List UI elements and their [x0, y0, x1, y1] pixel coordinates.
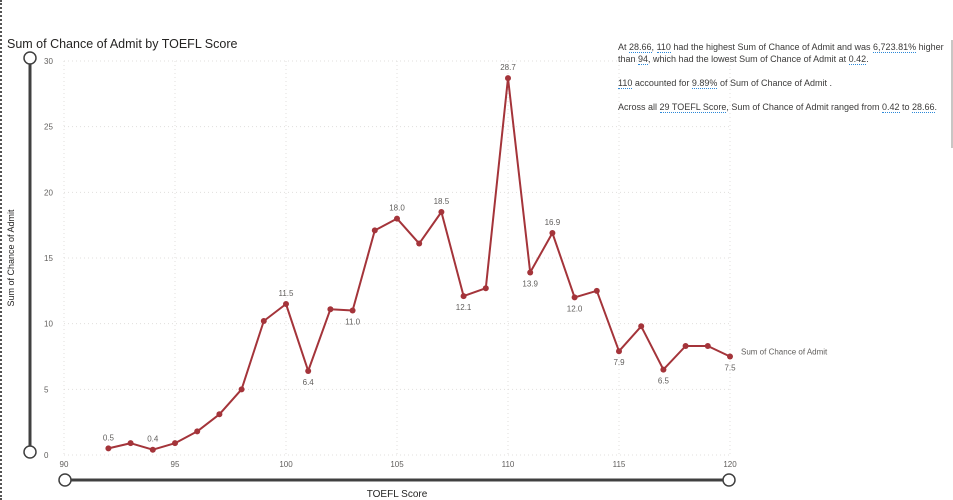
data-point[interactable] [416, 240, 423, 247]
narrative-paragraph-1: At 28.66, 110 had the highest Sum of Cha… [618, 42, 944, 65]
grid-lines [63, 60, 731, 456]
data-point[interactable] [460, 293, 467, 300]
x-axis-ticks: 90 95 100 105 110 115 120 [60, 460, 738, 469]
data-label: 0.4 [147, 435, 159, 444]
data-point[interactable] [727, 353, 733, 360]
narrative-value: 6,723.81% [873, 42, 917, 53]
data-point[interactable] [394, 215, 400, 222]
data-labels: 0.5 0.4 11.5 6.4 11.0 18.0 18.5 12.1 28.7 13.9 16.… [103, 63, 736, 444]
y-tick-label: 15 [44, 254, 53, 263]
narrative-value: 28.66 [912, 102, 935, 113]
data-label: 0.5 [103, 433, 115, 442]
y-zoom-handle-top[interactable] [23, 51, 37, 65]
x-zoom-handle-left[interactable] [58, 473, 72, 487]
narrative-value: 9.89% [691, 78, 718, 89]
y-tick-label: 30 [44, 57, 53, 66]
x-tick-label: 115 [613, 460, 626, 469]
data-label: 11.5 [279, 289, 295, 298]
data-label: 6.5 [658, 377, 670, 386]
data-label: 7.5 [724, 364, 736, 373]
chart-title: Sum of Chance of Admit by TOEFL Score [7, 37, 238, 51]
data-label: 18.0 [389, 204, 405, 213]
data-label: 6.4 [303, 378, 315, 387]
data-label: 28.7 [500, 63, 516, 72]
page-left-border [0, 0, 2, 500]
data-point[interactable] [305, 367, 312, 374]
data-point[interactable] [127, 440, 134, 447]
data-point[interactable] [172, 440, 178, 447]
data-point[interactable] [527, 269, 534, 276]
data-point[interactable] [327, 306, 334, 313]
data-point[interactable] [283, 300, 289, 307]
y-axis-ticks: 0 5 10 15 20 25 30 [44, 57, 53, 460]
data-label: 13.9 [522, 279, 538, 288]
x-zoom-handle-right[interactable] [722, 473, 736, 487]
data-label: 11.0 [345, 318, 361, 327]
data-label: 7.9 [613, 358, 625, 367]
data-point[interactable] [149, 446, 156, 453]
data-point[interactable] [238, 386, 245, 393]
panel-edge [951, 40, 953, 148]
narrative-paragraph-2: 110 accounted for 9.89% of Sum of Chance… [618, 78, 832, 89]
data-point[interactable] [593, 287, 600, 294]
data-point[interactable] [371, 227, 378, 234]
data-label: 12.1 [456, 303, 472, 312]
series-end-label: Sum of Chance of Admit [741, 348, 828, 357]
narrative-value: 94 [638, 54, 649, 65]
x-tick-label: 105 [390, 460, 404, 469]
y-tick-label: 0 [44, 451, 49, 460]
x-tick-label: 90 [60, 460, 69, 469]
data-label: 12.0 [567, 304, 583, 313]
y-tick-label: 5 [44, 385, 49, 394]
data-point[interactable] [105, 445, 112, 452]
y-axis-title: Sum of Chance of Admit [6, 209, 16, 307]
data-point[interactable] [616, 348, 622, 355]
data-label: 16.9 [545, 218, 561, 227]
x-zoom-slider[interactable] [58, 473, 736, 487]
data-point[interactable] [349, 307, 356, 314]
x-tick-label: 120 [723, 460, 737, 469]
narrative-paragraph-3: Across all 29 TOEFL Score, Sum of Chance… [618, 102, 938, 113]
y-tick-label: 20 [44, 188, 53, 197]
data-label: 18.5 [434, 197, 450, 206]
x-axis-title: TOEFL Score [367, 489, 428, 500]
data-point[interactable] [194, 428, 201, 435]
data-point[interactable] [682, 342, 689, 349]
data-point[interactable] [638, 323, 645, 330]
narrative-value: 28.66 [629, 42, 652, 53]
data-point[interactable] [549, 230, 556, 237]
narrative-value: 29 TOEFL Score [659, 102, 727, 113]
data-point[interactable] [482, 285, 489, 292]
data-point[interactable] [260, 318, 267, 325]
data-point[interactable] [660, 366, 667, 373]
narrative-value: 110 [656, 42, 671, 53]
narrative-value: 0.42 [848, 54, 867, 65]
y-zoom-slider[interactable] [23, 51, 37, 459]
data-point[interactable] [571, 294, 578, 301]
series-points [105, 75, 733, 453]
y-tick-label: 25 [44, 123, 53, 132]
data-point[interactable] [505, 75, 511, 82]
y-zoom-handle-bottom[interactable] [23, 445, 37, 459]
x-tick-label: 95 [171, 460, 180, 469]
smart-narrative: At 28.66, 110 had the highest Sum of Cha… [618, 41, 950, 125]
data-point[interactable] [216, 411, 223, 418]
narrative-value: 110 [618, 78, 633, 89]
x-tick-label: 100 [279, 460, 293, 469]
data-point[interactable] [704, 342, 711, 349]
data-point[interactable] [438, 209, 445, 216]
series-line [108, 77, 731, 451]
narrative-value: 0.42 [881, 102, 900, 113]
y-tick-label: 10 [44, 320, 53, 329]
x-tick-label: 110 [502, 460, 515, 469]
